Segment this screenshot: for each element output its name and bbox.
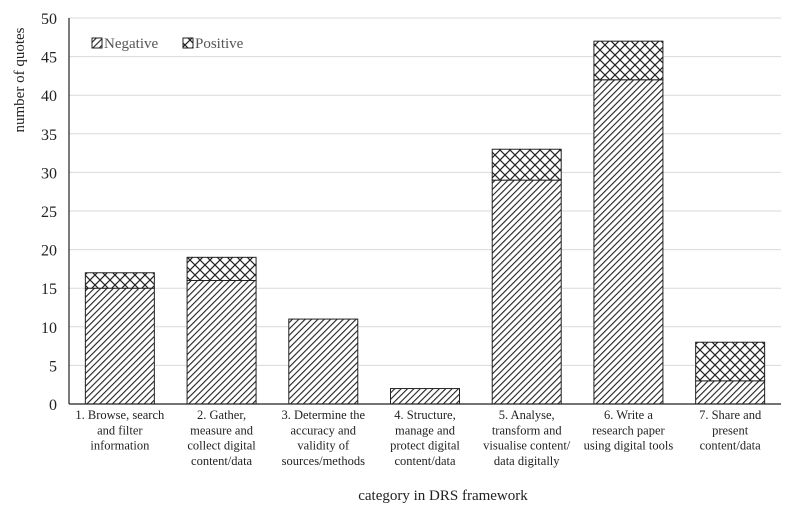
x-tick-label-line: sources/methods bbox=[282, 454, 365, 468]
bar-positive-6 bbox=[593, 40, 664, 81]
y-tick-label: 50 bbox=[41, 11, 57, 28]
x-tick-label-line: 4. Structure, bbox=[394, 408, 455, 422]
x-tick-label-line: data digitally bbox=[494, 454, 560, 468]
x-tick-label-line: visualise content/ bbox=[483, 439, 571, 453]
bar-negative-7 bbox=[695, 380, 766, 405]
x-tick-label: 3. Determine the accuracy and validity of s… bbox=[281, 408, 365, 468]
x-tick-label: 4. Structure, manage and protect digital co… bbox=[390, 408, 460, 468]
x-tick-label-line: 5. Analyse, bbox=[499, 408, 555, 422]
axes bbox=[68, 18, 781, 405]
y-tick-label: 5 bbox=[49, 358, 57, 375]
x-tick-label-line: present bbox=[712, 423, 749, 437]
x-tick-label-line: content/data bbox=[394, 454, 456, 468]
bar-positive-5 bbox=[491, 148, 562, 181]
legend-label-negative: Negative bbox=[104, 36, 158, 52]
y-tick-label: 40 bbox=[41, 88, 57, 105]
x-tick-label-line: content/data bbox=[700, 439, 762, 453]
bar-negative-6 bbox=[593, 79, 664, 405]
x-tick-label-line: content/data bbox=[191, 454, 253, 468]
x-tick-label-line: validity of bbox=[297, 439, 350, 453]
y-tick-label: 35 bbox=[41, 127, 57, 144]
x-tick-label-line: research paper bbox=[592, 423, 665, 437]
y-tick-label: 20 bbox=[41, 243, 57, 260]
y-tick-label: 30 bbox=[41, 165, 57, 182]
legend-swatch-negative bbox=[91, 37, 103, 49]
x-tick-label-line: 6. Write a bbox=[604, 408, 653, 422]
y-tick-label: 25 bbox=[41, 204, 57, 221]
bar-negative-3 bbox=[288, 318, 359, 405]
x-tick-label-line: protect digital bbox=[390, 439, 460, 453]
bar-negative-2 bbox=[186, 279, 257, 405]
x-tick-label-line: collect digital bbox=[187, 439, 256, 453]
gridlines bbox=[69, 17, 781, 366]
y-tick-label: 15 bbox=[41, 281, 57, 298]
y-tick-label: 45 bbox=[41, 50, 57, 67]
x-tick-label-line: information bbox=[90, 439, 150, 453]
bar-negative-5 bbox=[491, 179, 562, 405]
x-tick-label: 6. Write a research paper using digital to… bbox=[584, 408, 674, 453]
bar-negative-1 bbox=[84, 287, 155, 405]
bar-positive-7 bbox=[695, 341, 766, 382]
x-tick-label: 2. Gather, measure and collect digital cont… bbox=[187, 408, 256, 468]
x-tick-label-line: and filter bbox=[97, 423, 143, 437]
x-tick-label-line: using digital tools bbox=[584, 439, 674, 453]
x-tick-label-line: 7. Share and bbox=[699, 408, 762, 422]
bar-positive-1 bbox=[84, 272, 155, 289]
legend: Negative Positive bbox=[91, 36, 244, 52]
y-tick-labels: 0 5 10 15 20 25 30 35 40 45 50 bbox=[41, 11, 57, 414]
x-tick-label-line: 1. Browse, search bbox=[75, 408, 165, 422]
legend-label-positive: Positive bbox=[195, 36, 244, 52]
bar-positive-2 bbox=[186, 256, 257, 281]
x-tick-label-line: measure and bbox=[190, 423, 254, 437]
bars bbox=[84, 40, 766, 405]
x-tick-label-line: accuracy and bbox=[290, 423, 356, 437]
x-tick-label-line: 3. Determine the bbox=[281, 408, 365, 422]
y-axis-title: number of quotes bbox=[12, 27, 28, 132]
x-tick-label-line: 2. Gather, bbox=[197, 408, 246, 422]
y-tick-label: 0 bbox=[49, 397, 57, 414]
bar-negative-4 bbox=[390, 388, 460, 405]
x-tick-label-line: manage and bbox=[395, 423, 456, 437]
legend-swatch-positive bbox=[182, 37, 194, 49]
y-tick-label: 10 bbox=[41, 320, 57, 337]
x-tick-label: 5. Analyse, transform and visualise conten… bbox=[483, 408, 571, 468]
x-axis-title: category in DRS framework bbox=[358, 488, 528, 504]
x-tick-labels: 1. Browse, search and filter information 2.… bbox=[75, 408, 762, 468]
x-tick-label: 1. Browse, search and filter information bbox=[75, 408, 165, 453]
x-tick-label: 7. Share and present content/data bbox=[699, 408, 762, 453]
x-tick-label-line: transform and bbox=[492, 423, 563, 437]
